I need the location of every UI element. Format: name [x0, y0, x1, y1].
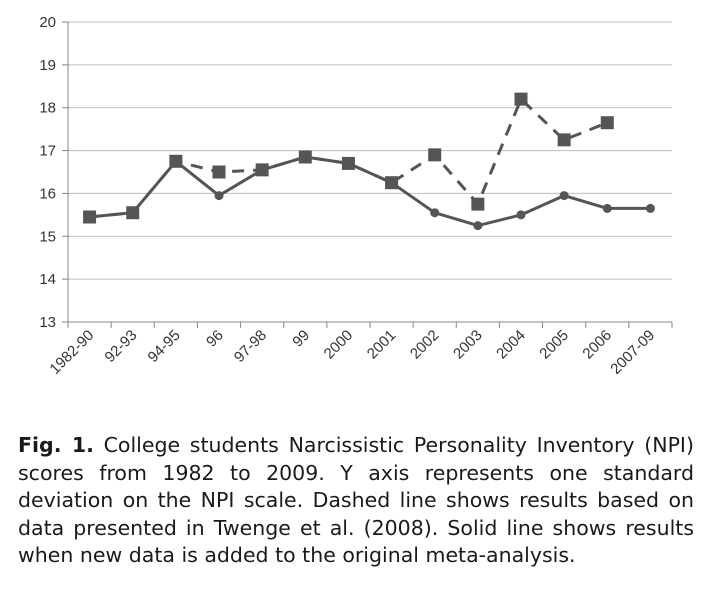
x-tick-labels: 1982-90 92-93 94-95 96 97-98 99 2000 2001 2002 20…: [46, 327, 658, 378]
point-solid-99: [300, 152, 310, 162]
point-dashed-2003: [471, 197, 485, 211]
point-solid-2001: [387, 178, 397, 188]
point-solid-2007-09: [645, 203, 655, 213]
point-solid-2005: [559, 191, 569, 201]
point-dashed-2004: [514, 92, 528, 106]
point-solid-96: [214, 191, 224, 201]
point-solid-1982-90: [85, 212, 95, 222]
point-solid-2004: [516, 210, 526, 220]
x-tick-label-92-93: 92-93: [101, 327, 140, 366]
point-solid-2002: [430, 208, 440, 218]
figure-caption-text: College students Narcissistic Personalit…: [18, 433, 694, 567]
y-tick-label-20: 20: [39, 14, 56, 31]
y-tick-label-15: 15: [39, 228, 56, 245]
x-tick-label-99: 99: [289, 327, 313, 351]
npi-line-chart: 13 14 15 16 17 18 19 20 1982-90 92-93 94-95 96 97-9…: [39, 14, 673, 378]
point-dashed-2006: [600, 116, 614, 130]
x-tick-label-1982-90: 1982-90: [46, 327, 97, 378]
x-tick-label-94-95: 94-95: [145, 327, 184, 366]
gridlines: [68, 21, 672, 280]
x-tick-label-2001: 2001: [364, 327, 400, 363]
point-dashed-2005: [557, 133, 571, 147]
point-solid-92-93: [128, 208, 138, 218]
x-tick-label-2005: 2005: [536, 327, 572, 363]
x-tick-label-96: 96: [203, 327, 227, 351]
point-solid-94-95: [171, 156, 181, 166]
y-tick-label-19: 19: [39, 57, 56, 74]
x-tick-label-2000: 2000: [321, 327, 357, 363]
x-tick-label-2002: 2002: [407, 327, 443, 363]
y-tick-label-18: 18: [39, 100, 56, 117]
series-dashed: [83, 92, 614, 224]
point-dashed-96: [212, 165, 226, 179]
series-layer: [83, 92, 655, 231]
x-tick-label-2006: 2006: [579, 327, 615, 363]
point-solid-2003: [473, 221, 483, 231]
figure-caption: Fig. 1. College students Narcissistic Pe…: [18, 432, 694, 570]
point-solid-97-98: [257, 165, 267, 175]
y-tick-label-16: 16: [39, 185, 56, 202]
point-solid-2000: [343, 158, 353, 168]
point-dashed-2002: [428, 148, 442, 162]
x-tick-label-97-98: 97-98: [231, 327, 270, 366]
series-solid: [85, 152, 655, 231]
y-tick-label-17: 17: [39, 143, 56, 160]
x-tick-label-2004: 2004: [493, 327, 529, 363]
series-line-solid: [89, 155, 651, 228]
axes: [62, 21, 673, 328]
point-solid-2006: [602, 203, 612, 213]
figure-label: Fig. 1.: [18, 433, 94, 457]
y-tick-label-14: 14: [39, 271, 56, 288]
x-tick-label-2007-09: 2007-09: [607, 327, 658, 378]
x-tick-label-2003: 2003: [450, 327, 486, 363]
y-tick-labels: 13 14 15 16 17 18 19 20: [39, 14, 56, 331]
y-tick-label-13: 13: [39, 314, 56, 331]
